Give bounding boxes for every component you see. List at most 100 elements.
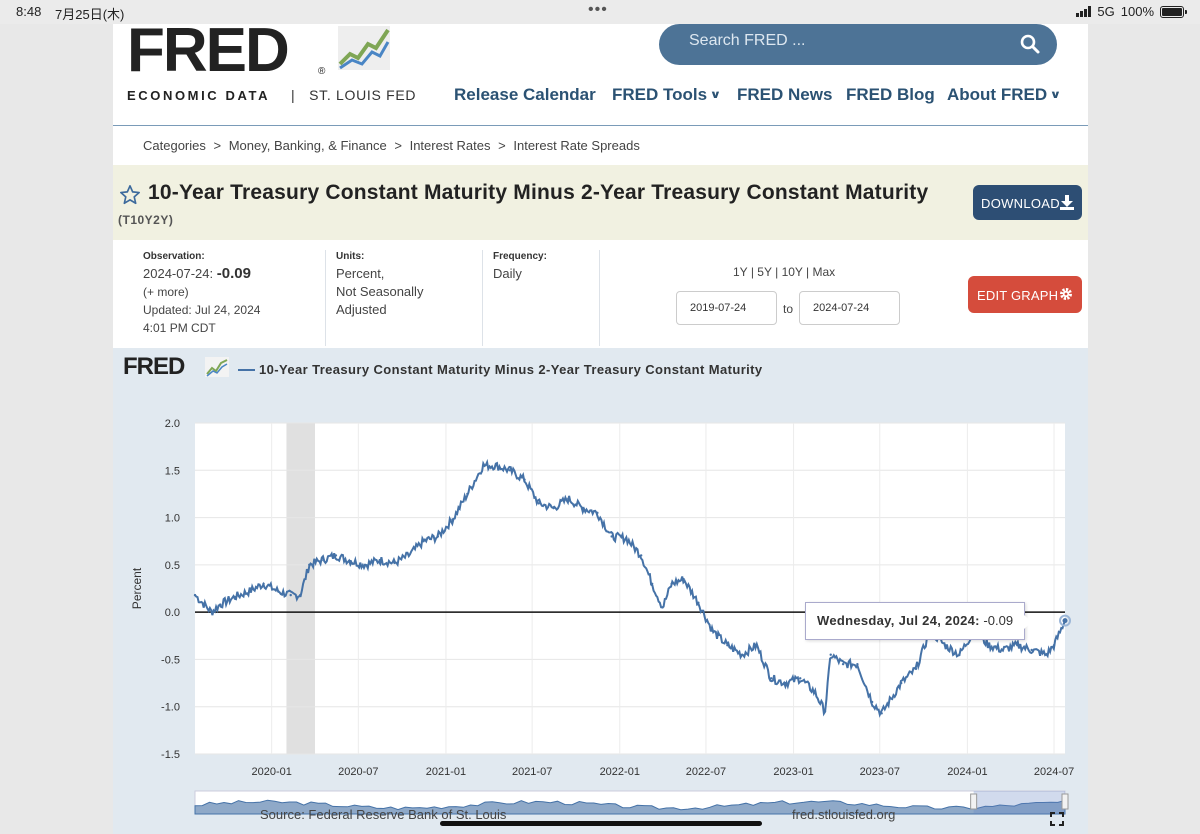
x-tick-label: 2023-01 [773, 766, 813, 778]
data-point [289, 593, 292, 597]
updated-time: 4:01 PM CDT [143, 321, 216, 335]
navigator-selection [973, 791, 1065, 814]
nav-fred-news-label: FRED News [737, 85, 833, 104]
observation-more-link[interactable]: (+ more) [143, 285, 189, 299]
tagline-stl-text: ST. LOUIS FED [309, 87, 417, 103]
range-buttons: 1Y | 5Y | 10Y | Max [733, 265, 835, 279]
data-point [784, 681, 787, 685]
battery-fill [1162, 7, 1182, 16]
chart-site-link[interactable]: fred.stlouisfed.org [792, 807, 896, 822]
chevron-down-icon: ∨ [1049, 89, 1062, 101]
y-tick-label: 0.5 [165, 560, 180, 572]
chart-tooltip: Wednesday, Jul 24, 2024: -0.09 [805, 602, 1033, 640]
nav-about-fred[interactable]: About FRED ∨ [947, 85, 1062, 105]
breadcrumb-money-banking[interactable]: Money, Banking, & Finance [228, 138, 387, 153]
data-point [661, 606, 664, 609]
data-point [755, 644, 758, 647]
site-header: FRED ® ECONOMIC DATA | ST. LOUIS FED Sea… [113, 24, 1088, 126]
data-point [1016, 644, 1019, 647]
observation-block: Observation: 2024-07-24: -0.09 (+ more) … [143, 240, 260, 348]
data-point [378, 558, 381, 562]
units-line: Adjusted [336, 302, 387, 317]
range-10y[interactable]: 10Y [781, 265, 803, 279]
range-1y[interactable]: 1Y [733, 265, 748, 279]
nav-fred-tools[interactable]: FRED Tools ∨ [612, 85, 722, 105]
hover-marker [1062, 618, 1068, 624]
line-chart[interactable]: 2.0 1.5 1.0 0.5 0.0 -0.5 -1.0 -1.5 2020-01 2020-0… [113, 348, 1088, 834]
data-point [248, 590, 251, 593]
observation-value: -0.09 [216, 265, 251, 282]
x-tick-label: 2020-07 [338, 766, 378, 778]
breadcrumb-interest-rate-spreads[interactable]: Interest Rate Spreads [513, 138, 640, 153]
download-icon [1060, 195, 1074, 210]
star-icon[interactable] [119, 184, 141, 206]
gear-icon [1060, 288, 1072, 300]
frequency-label: Frequency: [493, 251, 547, 262]
home-indicator[interactable] [440, 821, 762, 826]
range-max[interactable]: Max [812, 265, 836, 279]
data-point [407, 554, 411, 557]
navigator-handle[interactable] [970, 793, 978, 810]
x-tick-label: 2020-01 [251, 766, 291, 778]
y-tick-label: 0.0 [165, 607, 180, 619]
chevron-down-icon: ∨ [709, 89, 722, 101]
data-point [320, 558, 323, 562]
units-block: Units: Percent, Not Seasonally Adjusted [336, 240, 423, 348]
navigator-area [194, 799, 1066, 815]
data-point [625, 537, 628, 540]
units-line: Not Seasonally [336, 284, 424, 299]
data-point [262, 582, 265, 585]
data-point [308, 563, 311, 567]
data-point [422, 540, 425, 543]
data-point [581, 506, 584, 510]
nav-fred-blog[interactable]: FRED Blog [846, 85, 935, 105]
data-point [829, 653, 832, 656]
edit-graph-button[interactable]: EDIT GRAPH [968, 276, 1082, 313]
search-placeholder[interactable]: Search FRED ... [689, 32, 806, 49]
data-point [567, 497, 570, 500]
x-tick-label: 2024-01 [947, 766, 987, 778]
edit-graph-label: EDIT GRAPH [977, 288, 1059, 303]
data-point [210, 610, 213, 614]
data-point [363, 563, 367, 567]
data-point [481, 464, 485, 467]
multitasking-dots[interactable]: ••• [588, 1, 608, 18]
data-point [610, 535, 613, 538]
y-axis-label: Percent [130, 567, 144, 609]
data-point [769, 677, 773, 680]
y-tick-label: 1.5 [165, 465, 180, 477]
data-point [813, 691, 817, 694]
fullscreen-icon[interactable] [1050, 812, 1064, 826]
search-icon[interactable] [1019, 33, 1041, 55]
chart-source: Source: Federal Reserve Bank of St. Loui… [260, 807, 507, 822]
hover-marker-ring [1059, 614, 1071, 627]
range-separator: | [775, 265, 779, 279]
download-button[interactable]: DOWNLOAD [973, 185, 1082, 220]
breadcrumb-interest-rates[interactable]: Interest Rates [409, 138, 491, 153]
observation-label: Observation: [143, 251, 205, 262]
series-id: (T10Y2Y) [118, 213, 174, 227]
end-date-input[interactable]: 2024-07-24 [799, 291, 900, 325]
breadcrumb-separator: > [213, 138, 222, 153]
tagline-separator: | [291, 87, 296, 103]
tooltip-date: Wednesday, Jul 24, 2024: [817, 613, 980, 628]
nav-fred-news[interactable]: FRED News [737, 85, 832, 105]
range-5y[interactable]: 5Y [757, 265, 772, 279]
data-point [523, 478, 526, 481]
data-point [799, 677, 802, 680]
data-point [277, 590, 280, 593]
range-separator: | [750, 265, 754, 279]
navigator-handle[interactable] [1061, 793, 1069, 810]
nav-release-calendar[interactable]: Release Calendar [454, 85, 596, 105]
fred-logo[interactable]: FRED [127, 24, 290, 85]
chart-panel: 2.0 1.5 1.0 0.5 0.0 -0.5 -1.0 -1.5 2020-01 2020-0… [113, 348, 1088, 834]
status-bar: 8:48 7月25日(木) ••• 5G 100% [0, 0, 1200, 24]
status-date: 7月25日(木) [55, 7, 125, 22]
data-point [697, 601, 700, 604]
breadcrumb-categories[interactable]: Categories [143, 138, 206, 153]
updated-date: Jul 24, 2024 [195, 303, 261, 317]
start-date-input[interactable]: 2019-07-24 [676, 291, 777, 325]
fred-page: FRED ® ECONOMIC DATA | ST. LOUIS FED Sea… [113, 24, 1088, 834]
search-bar[interactable]: Search FRED ... [659, 24, 1057, 65]
chart-series-title: 10-Year Treasury Constant Maturity Minus… [259, 362, 763, 377]
